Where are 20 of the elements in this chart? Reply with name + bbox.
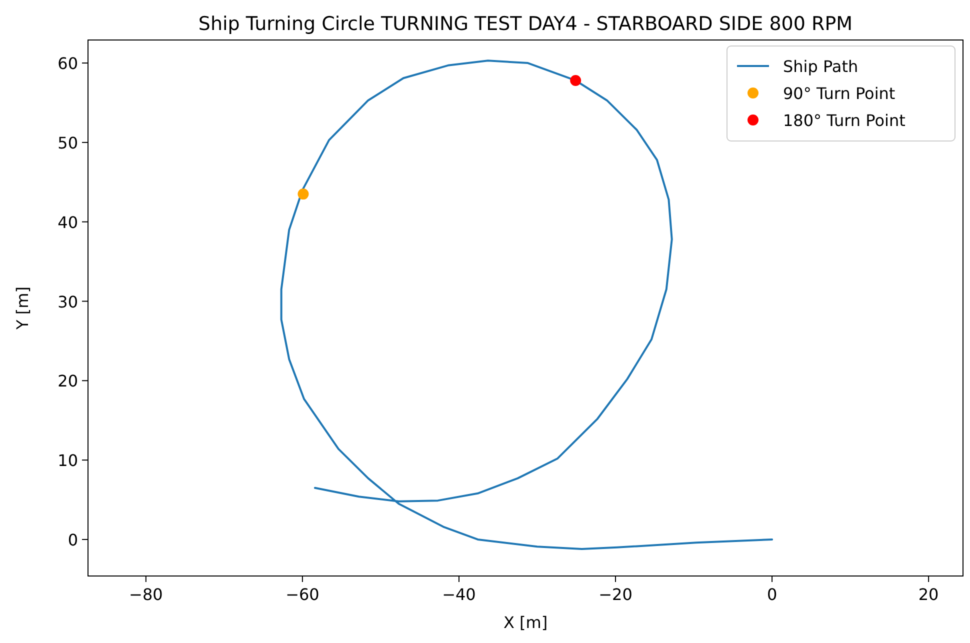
x-tick-label: −80 bbox=[129, 585, 163, 604]
y-tick-label: 20 bbox=[58, 372, 78, 391]
y-tick-label: 10 bbox=[58, 451, 78, 470]
x-axis-title: X [m] bbox=[503, 613, 548, 632]
y-axis-title: Y [m] bbox=[13, 286, 32, 330]
y-tick-label: 60 bbox=[58, 54, 78, 74]
y-tick-label: 40 bbox=[58, 212, 78, 232]
chart-title: Ship Turning Circle TURNING TEST DAY4 - STARBOARD SIDE 800 RPM bbox=[198, 13, 853, 35]
legend-label: 90° Turn Point bbox=[783, 84, 896, 103]
y-tick-label: 30 bbox=[58, 292, 78, 312]
y-tick-label: 0 bbox=[68, 530, 78, 550]
x-tick-label: 0 bbox=[766, 585, 778, 604]
x-tick-label: −60 bbox=[286, 585, 320, 604]
y-tick-label: 50 bbox=[58, 133, 78, 152]
x-tick-label: 20 bbox=[918, 585, 939, 604]
line-series bbox=[280, 60, 774, 550]
legend-label: Ship Path bbox=[783, 57, 858, 76]
x-tick-label: −20 bbox=[598, 585, 632, 604]
legend-label: 180° Turn Point bbox=[783, 111, 906, 130]
x-tick-label: −40 bbox=[442, 585, 476, 604]
